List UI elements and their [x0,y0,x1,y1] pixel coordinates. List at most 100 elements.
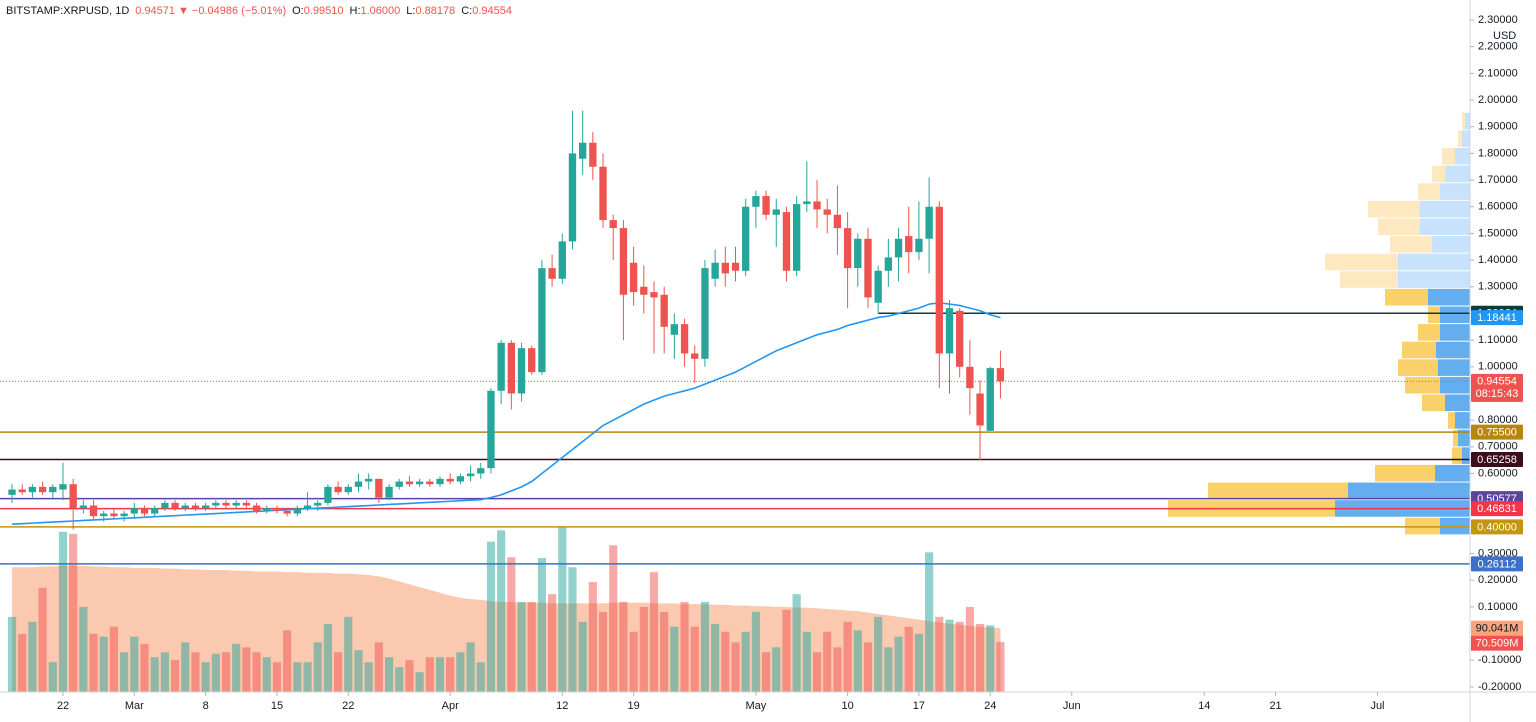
candle-body [996,368,1005,382]
candle-body [415,481,424,485]
candle-body [680,324,689,354]
profile-down-bar [1208,482,1348,500]
volume-bar [986,625,995,692]
header-text: 0.88178 [415,5,455,17]
volume-bar [843,621,852,692]
candle-body [915,238,923,253]
y-tick-label: 0.80000 [1478,414,1518,426]
volume-bar [150,657,159,692]
volume-bar [395,667,404,692]
candle-body [140,508,149,514]
volume-bar [334,652,343,692]
candle-body [49,486,57,493]
header-text: H: [350,5,361,17]
candle-body [782,212,791,271]
x-tick-label: Apr [442,700,459,712]
level-label-box [1471,501,1523,517]
candle-body [151,508,159,514]
volume-bar [762,652,771,692]
level-label-box [1471,519,1523,535]
profile-down-bar [1418,324,1440,341]
volume-bar [741,631,750,692]
candle-body [130,508,138,514]
profile-down-bar [1442,148,1455,165]
candle-body [629,262,638,293]
volume-bar [863,642,873,692]
profile-down-bar [1448,412,1455,429]
volume-bar [89,633,98,692]
volume-bar [497,530,506,692]
profile-up-bar [1420,218,1470,236]
header-text: 1.06000 [361,5,401,17]
volume-bar [537,557,546,692]
candle-body [650,292,658,298]
y-tick-label: 2.10000 [1478,67,1518,79]
x-tick-label: Jun [1063,700,1081,712]
candle-body [507,342,515,394]
unit-label: USD [1493,30,1516,42]
volume-bar [833,647,842,692]
header-text: C: [461,5,472,17]
x-tick-label: Jul [1370,700,1384,712]
y-tick-label: 0.70000 [1478,441,1518,453]
volume-bar [558,526,567,692]
profile-down-bar [1428,306,1440,324]
volume-bar [527,601,536,692]
candle-body [38,486,47,493]
volume-bar [160,652,169,692]
profile-up-bar [1420,200,1470,218]
y-tick-label: -0.20000 [1478,681,1521,693]
volume-bar [344,616,353,692]
candle-body [395,481,403,487]
y-tick-label: 0.20000 [1478,574,1518,586]
candle-body [874,270,882,303]
volume-bar [466,642,475,692]
candle-body [334,486,342,493]
y-tick-label: 1.80000 [1478,147,1518,159]
candle-body [589,142,597,167]
volume-bar [252,652,261,692]
volume-bar [925,552,934,692]
candle-body [212,502,220,506]
level-label: 0.75500 [1477,427,1517,439]
volume-bar [548,594,557,692]
y-tick-label: 1.70000 [1478,174,1518,186]
profile-down-bar [1453,429,1458,447]
candle-body [599,166,607,221]
profile-down-bar [1340,271,1398,288]
candle-body [293,508,302,514]
candle-body [619,228,628,295]
y-tick-label: 1.30000 [1478,281,1518,293]
volume-bar [303,662,312,692]
volume-bar [130,636,139,692]
volume-bar [313,642,322,692]
profile-down-bar [1418,183,1440,200]
x-tick-label: Mar [125,700,144,712]
header-text: 0.94554 [472,5,512,17]
candle-body [548,268,556,279]
profile-up-bar [1440,517,1470,535]
profile-down-bar [1432,165,1445,183]
volume-bar [79,606,88,692]
candle-body [354,481,363,487]
volume-label-box [1471,635,1523,651]
volume-ma-label-box [1471,620,1523,636]
y-tick-label: 1.90000 [1478,121,1518,133]
volume-bar [955,621,964,692]
volume-bar [782,609,791,692]
profile-down-bar [1398,359,1438,376]
volume-bar [935,616,944,692]
level-label: 0.65258 [1477,454,1517,466]
volume-bar [283,630,292,692]
profile-up-bar [1398,253,1470,271]
profile-down-bar [1378,218,1420,236]
candle-body [456,476,465,482]
volume-bar [7,616,17,692]
profile-down-bar [1390,236,1432,253]
candle-body [446,478,454,482]
header-text: BITSTAMP:XRPUSD, 1D [6,5,129,17]
x-tick-label: 19 [627,700,639,712]
profile-up-bar [1462,130,1470,148]
candle-body [191,505,200,509]
